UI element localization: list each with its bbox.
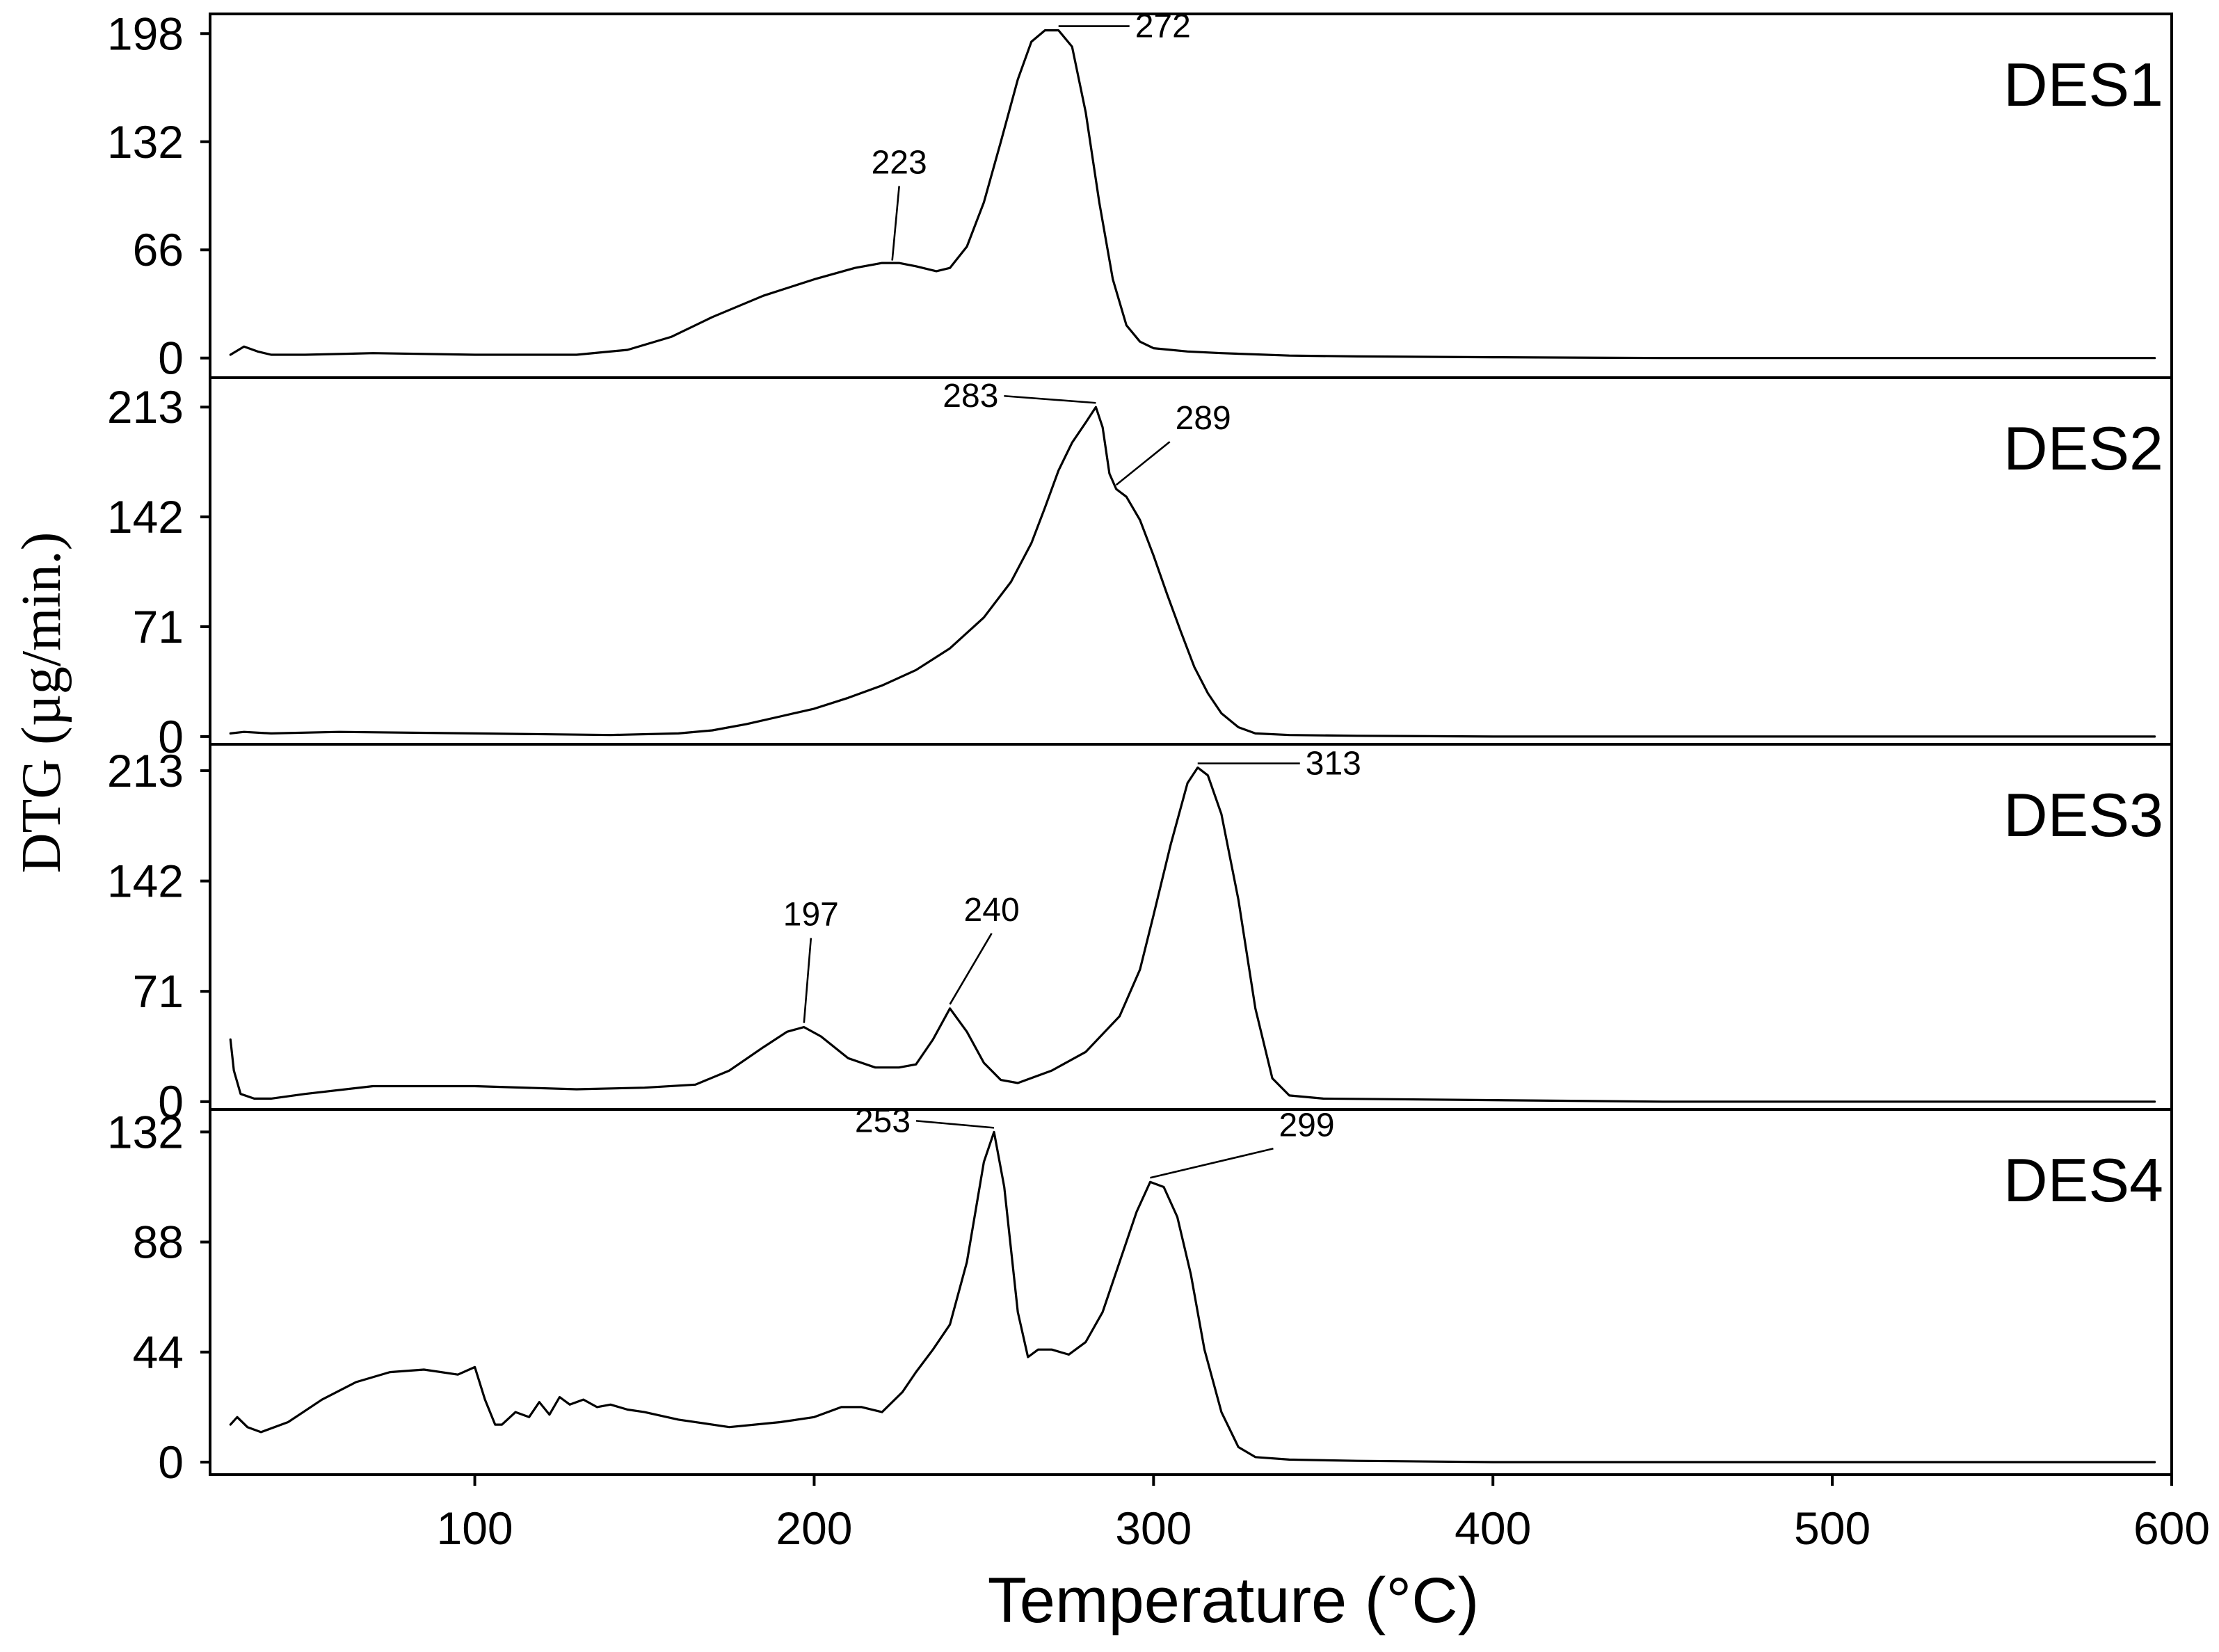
plot-frame	[209, 13, 2173, 1476]
panel-des2: 0 71 142 213 DES2 283 289	[107, 376, 2172, 762]
y-tick-label: 213	[107, 745, 184, 796]
panel-label-des1: DES1	[2003, 50, 2163, 119]
x-tick-label: 300	[1115, 1502, 1192, 1554]
peak-label: 289	[1176, 400, 1231, 437]
peak-leader-line	[915, 1120, 995, 1129]
series-line-des1	[229, 29, 2156, 360]
panel-label-des4: DES4	[2003, 1146, 2163, 1214]
peak-label: 313	[1306, 746, 1361, 783]
peak-label: 197	[783, 897, 839, 933]
peak-label: 223	[872, 144, 927, 181]
peak-leader-line	[803, 938, 812, 1023]
y-tick-label: 44	[133, 1326, 184, 1378]
panel-des3: 0 71 142 213 DES3 197 240 313	[107, 743, 2172, 1128]
y-tick-label: 142	[107, 491, 184, 543]
y-tick-label: 0	[158, 711, 184, 762]
x-tick-label: 200	[776, 1502, 852, 1554]
y-tick-label: 132	[107, 116, 184, 168]
series-line-des4	[229, 1130, 2156, 1463]
x-tick-label: 600	[2133, 1502, 2210, 1554]
series-line-des2	[229, 406, 2156, 738]
peak-label: 299	[1279, 1107, 1334, 1144]
x-tick-label: 500	[1794, 1502, 1870, 1554]
peak-leader-line	[891, 186, 900, 261]
y-tick-label: 66	[133, 224, 184, 275]
y-tick-label: 88	[133, 1217, 184, 1268]
y-tick-label: 0	[158, 1076, 184, 1128]
series-line-des3	[229, 766, 2156, 1103]
x-tick-label: 400	[1455, 1502, 1531, 1554]
peak-label: 253	[855, 1102, 911, 1139]
x-axis: 100 200 300 400 500 600	[436, 1475, 2210, 1554]
y-tick-label: 71	[133, 965, 184, 1017]
panel-label-des2: DES2	[2003, 414, 2163, 483]
plot-panels: 066132198DES1223272071142213DES228328907…	[107, 8, 2172, 1488]
y-tick-label: 142	[107, 856, 184, 907]
y-tick-label: 0	[158, 1436, 184, 1488]
x-tick-label: 100	[436, 1502, 513, 1554]
y-tick-label: 132	[107, 1106, 184, 1157]
y-tick-label: 198	[107, 8, 184, 59]
y-axis-label: DTG (µg/min.)	[11, 532, 72, 873]
y-tick-label: 0	[158, 332, 184, 384]
panel-label-des3: DES3	[2003, 780, 2163, 849]
peak-leader-line	[1004, 394, 1096, 404]
peak-leader-line	[1150, 1148, 1274, 1179]
peak-leader-line	[1115, 441, 1171, 486]
peak-label: 283	[943, 378, 998, 415]
x-axis-label: Temperature (°C)	[988, 1565, 1480, 1636]
panel-des4: 0 44 88 132 DES4 253 299	[107, 1102, 2172, 1488]
peak-leader-line	[949, 933, 993, 1005]
y-tick-label: 213	[107, 381, 184, 433]
y-tick-label: 71	[133, 601, 184, 652]
peak-label: 240	[964, 892, 1020, 929]
